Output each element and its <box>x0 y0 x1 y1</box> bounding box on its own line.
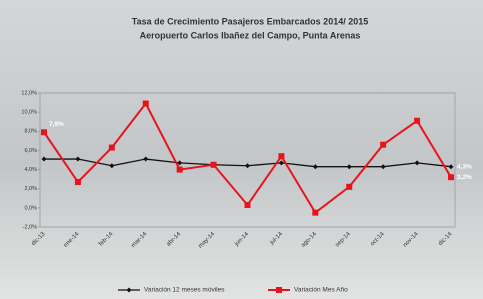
legend-label: Variación 12 meses móviles <box>144 287 225 294</box>
marker <box>346 184 352 190</box>
y-tick-label: 12,0% <box>21 90 37 96</box>
legend-marker <box>276 287 282 293</box>
y-tick-label: 2,0% <box>24 186 37 192</box>
marker <box>312 210 318 216</box>
marker <box>177 167 183 173</box>
y-tick-label: 4,0% <box>24 167 37 173</box>
marker <box>41 129 47 135</box>
marker <box>109 145 115 151</box>
marker <box>278 153 284 159</box>
y-tick-label: 0,0% <box>24 205 37 211</box>
data-label: 3,2% <box>457 174 472 181</box>
marker <box>414 118 420 124</box>
data-label: 4,3% <box>457 163 472 170</box>
chart-title: Tasa de Crecimiento Pasajeros Embarcados… <box>132 16 368 26</box>
background <box>0 0 483 299</box>
y-tick-label: 8,0% <box>24 129 37 135</box>
legend-label: Variación Mes Año <box>294 287 348 294</box>
y-tick-label: 6,0% <box>24 148 37 154</box>
marker <box>75 179 81 185</box>
chart-subtitle: Aeropuerto Carlos Ibañez del Campo, Punt… <box>140 30 361 40</box>
marker <box>211 162 217 168</box>
y-tick-label: 10,0% <box>21 110 37 116</box>
data-label: 7,9% <box>49 121 64 128</box>
marker <box>448 174 454 180</box>
marker <box>245 202 251 208</box>
chart: Tasa de Crecimiento Pasajeros Embarcados… <box>0 0 483 299</box>
marker <box>380 142 386 148</box>
y-tick-label: -2,0% <box>23 224 37 230</box>
marker <box>143 101 149 107</box>
